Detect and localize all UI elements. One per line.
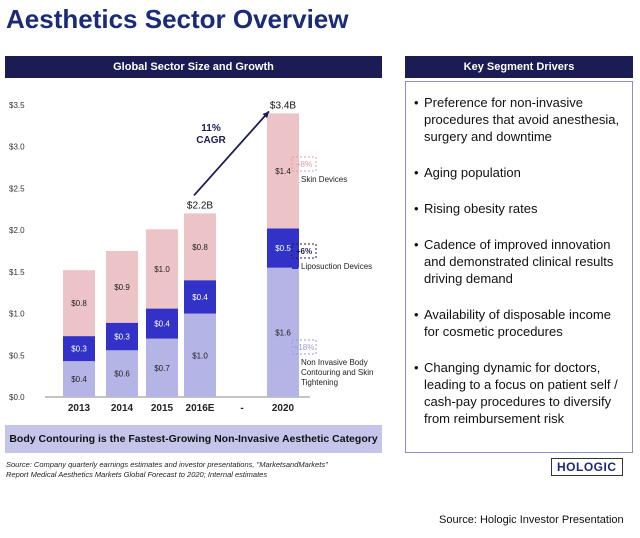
y-tick-label: $2.0 bbox=[9, 226, 25, 235]
hologic-logo: HOLOGIC bbox=[551, 458, 623, 476]
bar-segment bbox=[146, 338, 178, 397]
total-label-2020: $3.4B bbox=[270, 100, 296, 111]
bar-segment bbox=[63, 361, 95, 397]
bar-value-label: $0.9 bbox=[114, 283, 130, 292]
driver-item: Changing dynamic for doctors, leading to… bbox=[414, 359, 626, 427]
footer-source: Source: Hologic Investor Presentation bbox=[439, 514, 624, 526]
bar-segment bbox=[63, 336, 95, 362]
y-tick-label: $3.0 bbox=[9, 143, 25, 152]
bar-value-label: $0.3 bbox=[71, 345, 87, 354]
stacked-bar-chart: $0.0 $0.5 $1.0 $1.5 $2.0 $2.5 $3.0 $3.5 2013 $0.4… bbox=[9, 100, 374, 414]
x-tick-label: 2013 bbox=[68, 403, 91, 414]
bar-segment bbox=[146, 229, 178, 309]
legend-label: Non Invasive Body bbox=[301, 358, 368, 367]
x-tick-label: 2016E bbox=[186, 403, 215, 414]
source-line-1: Source: Company quarterly earnings estim… bbox=[6, 460, 328, 469]
bar-segment bbox=[267, 228, 299, 268]
legend-label: Contouring and Skin bbox=[301, 368, 374, 377]
bar-value-label: $0.4 bbox=[71, 375, 87, 384]
bar-segment bbox=[63, 270, 95, 337]
growth-box bbox=[291, 156, 317, 172]
legend-swatch bbox=[292, 263, 298, 269]
bar-segment bbox=[184, 213, 216, 281]
driver-item: Cadence of improved innovation and demon… bbox=[414, 236, 626, 287]
bar-value-label: $1.0 bbox=[192, 351, 208, 360]
chart-source: Source: Company quarterly earnings estim… bbox=[6, 460, 328, 480]
legend-label: Tightening bbox=[301, 378, 338, 387]
bar-value-label: $1.6 bbox=[275, 328, 291, 337]
growth-rate-label: +6% bbox=[296, 247, 312, 256]
drivers-section-header: Key Segment Drivers bbox=[405, 56, 633, 78]
y-tick-label: $3.5 bbox=[9, 101, 25, 110]
bar-value-label: $0.5 bbox=[275, 244, 291, 253]
x-tick-label: 2015 bbox=[151, 403, 174, 414]
y-tick-label: $2.5 bbox=[9, 184, 25, 193]
cagr-arrow-line bbox=[193, 110, 270, 197]
chart-banner: Body Contouring is the Fastest-Growing N… bbox=[5, 425, 382, 453]
drivers-panel: Preference for non-invasive procedures t… bbox=[405, 81, 633, 453]
driver-item: Rising obesity rates bbox=[414, 200, 626, 217]
bar-segment bbox=[267, 267, 299, 397]
bar-value-label: $0.4 bbox=[192, 293, 208, 302]
bar-segment bbox=[184, 280, 216, 314]
page-title: Aesthetics Sector Overview bbox=[6, 4, 349, 34]
bar-segment bbox=[106, 322, 138, 351]
bar-value-label: $0.4 bbox=[154, 320, 170, 329]
driver-item: Availability of disposable income for co… bbox=[414, 306, 626, 340]
bar-value-label: $0.8 bbox=[192, 243, 208, 252]
x-tick-label: 2014 bbox=[111, 403, 134, 414]
bar-value-label: $0.6 bbox=[114, 370, 130, 379]
bar-segment bbox=[106, 251, 138, 323]
chart-area: $0.0 $0.5 $1.0 $1.5 $2.0 $2.5 $3.0 $3.5 2013 $0.4… bbox=[5, 84, 382, 456]
cagr-arrow-head bbox=[262, 111, 269, 119]
drivers-list: Preference for non-invasive procedures t… bbox=[406, 82, 632, 427]
bar-segment bbox=[146, 308, 178, 339]
growth-box bbox=[291, 243, 317, 259]
driver-item: Preference for non-invasive procedures t… bbox=[414, 94, 626, 145]
x-tick-label: - bbox=[240, 403, 243, 414]
bar-segment bbox=[184, 313, 216, 397]
bar-value-label: $0.3 bbox=[114, 333, 130, 342]
legend-label: Liposuction Devices bbox=[301, 262, 372, 271]
y-tick-label: $1.0 bbox=[9, 310, 25, 319]
y-tick-label: $0.0 bbox=[9, 393, 25, 402]
bar-value-label: $0.7 bbox=[154, 364, 170, 373]
chart-section-header: Global Sector Size and Growth bbox=[5, 56, 382, 78]
bar-segment bbox=[106, 350, 138, 397]
legend-label: Skin Devices bbox=[301, 175, 347, 184]
bar-value-label: $1.4 bbox=[275, 167, 291, 176]
cagr-value: 11% bbox=[201, 123, 221, 134]
cagr-label: CAGR bbox=[196, 135, 226, 146]
legend-swatch bbox=[292, 176, 298, 182]
growth-rate-label: +18% bbox=[294, 343, 315, 352]
legend-swatch bbox=[292, 359, 298, 365]
y-tick-label: $0.5 bbox=[9, 351, 25, 360]
total-label-2016: $2.2B bbox=[187, 200, 213, 211]
driver-item: Aging population bbox=[414, 164, 626, 181]
y-tick-label: $1.5 bbox=[9, 268, 25, 277]
bar-value-label: $1.0 bbox=[154, 265, 170, 274]
bar-value-label: $0.8 bbox=[71, 299, 87, 308]
growth-box bbox=[291, 339, 317, 355]
source-line-2: Report Medical Aesthetics Markets Global… bbox=[6, 470, 268, 479]
x-tick-label: 2020 bbox=[272, 403, 295, 414]
growth-rate-label: +8% bbox=[296, 160, 312, 169]
